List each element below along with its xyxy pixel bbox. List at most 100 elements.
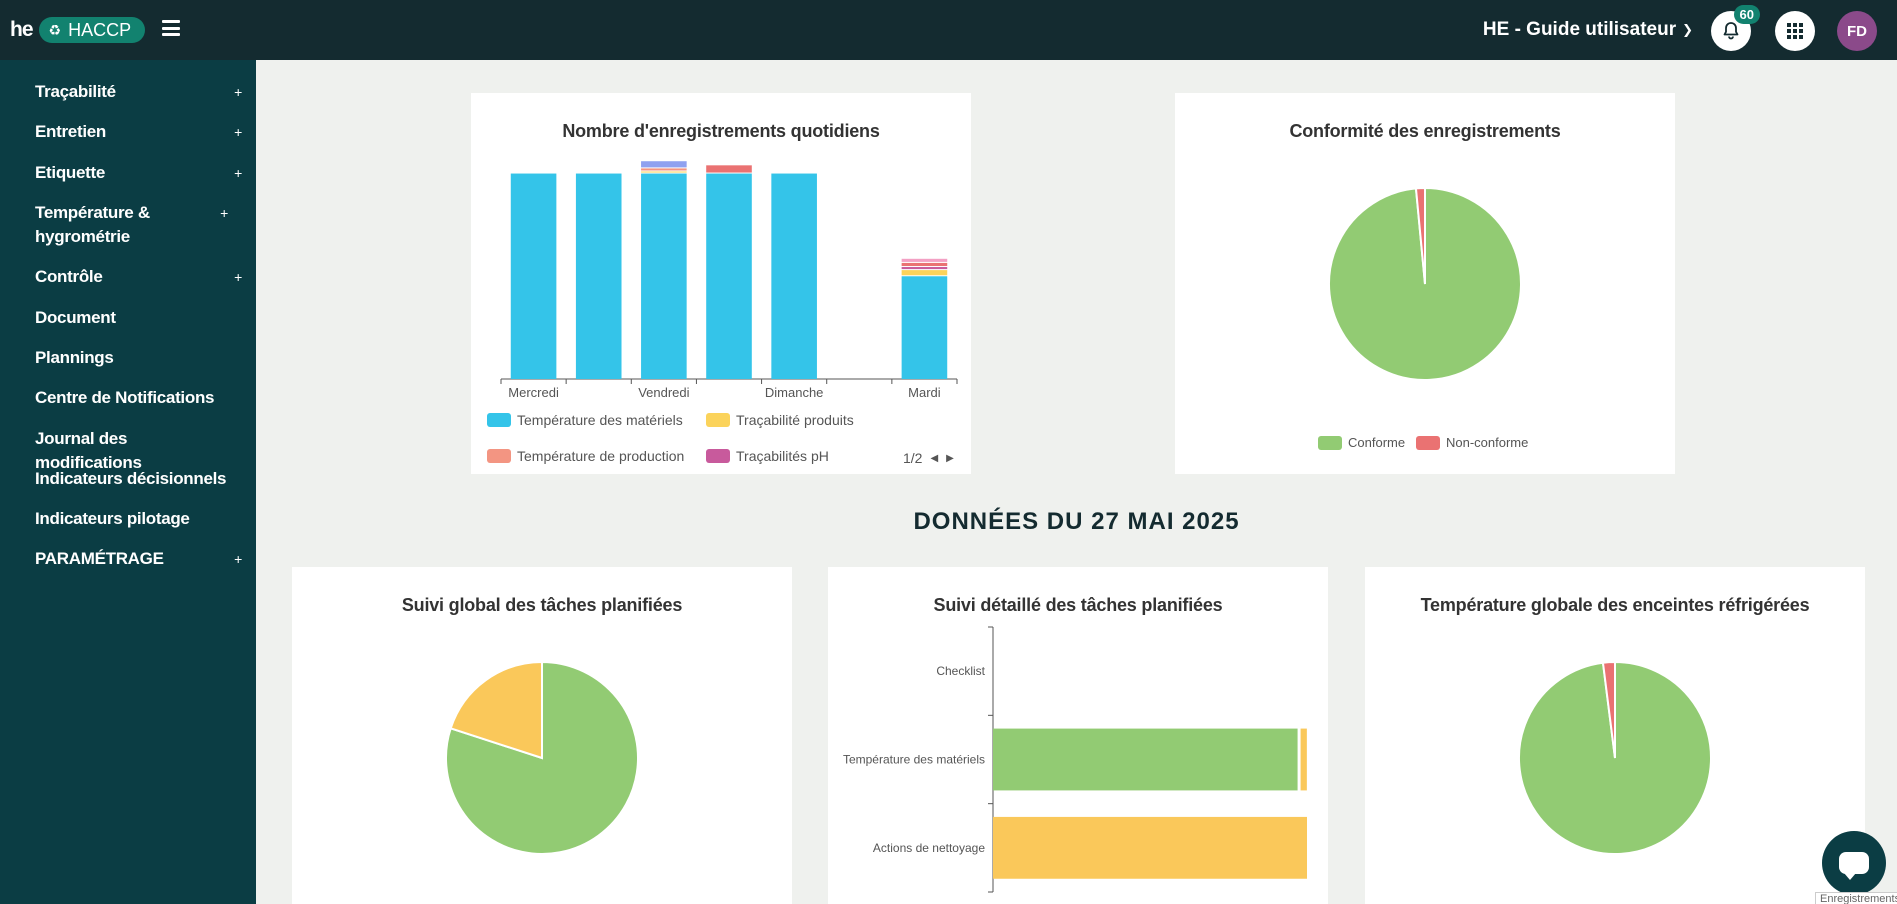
sidebar-item-journal[interactable]: Journal des modifications xyxy=(35,427,235,475)
grid-icon xyxy=(1787,23,1803,39)
bar-segment[interactable] xyxy=(993,816,1307,879)
user-avatar[interactable]: FD xyxy=(1837,11,1877,51)
expand-plus-icon: + xyxy=(234,269,242,285)
legend-item[interactable]: Traçabilités pH xyxy=(706,448,829,464)
menu-toggle-icon[interactable] xyxy=(162,20,180,36)
org-name: HE - Guide utilisateur xyxy=(1482,19,1677,40)
pie-slice[interactable] xyxy=(1414,186,1426,285)
global-tasks-pie xyxy=(445,660,639,855)
bar-segment[interactable] xyxy=(641,168,687,171)
legend-label: Non-conforme xyxy=(1446,435,1529,450)
sidebar-item-label: Contrôle xyxy=(35,267,103,286)
app-logo[interactable]: he ♻ HACCP xyxy=(10,17,146,43)
chat-button[interactable] xyxy=(1822,831,1886,895)
sidebar-item-indicateurs-decisionnels[interactable]: Indicateurs décisionnels xyxy=(35,467,235,491)
bar-segment[interactable] xyxy=(993,728,1298,791)
daily-records-chart: Mercredi Vendredi Dimanche Mardi xyxy=(500,161,958,400)
detailed-tasks-card: Suivi détaillé des tâches planifiées Che… xyxy=(828,567,1328,904)
x-tick-label: Mercredi xyxy=(508,385,559,400)
product-name: HACCP xyxy=(68,19,132,40)
bar-segment[interactable] xyxy=(510,173,557,379)
apps-button[interactable] xyxy=(1775,11,1815,51)
legend-item[interactable]: Température des matériels xyxy=(487,412,683,428)
daily-records-card: Nombre d'enregistrements quotidiens Merc… xyxy=(471,93,971,474)
y-tick-label: Température des matériels xyxy=(843,753,985,767)
section-title: DONNÉES DU 27 MAI 2025 xyxy=(913,508,1240,535)
legend-swatch xyxy=(706,449,730,463)
x-tick-label: Mardi xyxy=(908,385,941,400)
legend-item[interactable]: Conforme xyxy=(1318,435,1405,450)
tooltip: Enregistrements xyxy=(1815,892,1897,904)
sidebar-item-indicateurs-pilotage[interactable]: Indicateurs pilotage xyxy=(35,507,235,531)
sidebar-item-document[interactable]: Document xyxy=(35,306,235,330)
sidebar-item-label: Journal des modifications xyxy=(35,429,142,472)
chevron-down-icon: ❯ xyxy=(1682,22,1693,37)
detailed-tasks-chart: Checklist Température des matériels Action… xyxy=(843,626,1307,893)
pie-slice[interactable] xyxy=(449,660,543,760)
legend-label: Température des matériels xyxy=(517,412,683,428)
notification-count-badge: 60 xyxy=(1733,5,1760,24)
sidebar-item-label: Traçabilité xyxy=(35,82,116,101)
sidebar-item-tracabilite[interactable]: Traçabilité + xyxy=(35,80,242,104)
bar-segment[interactable] xyxy=(771,173,817,379)
expand-plus-icon: + xyxy=(234,84,242,100)
bar-segment[interactable] xyxy=(901,267,948,270)
conformity-card: Conformité des enregistrements Conforme … xyxy=(1175,93,1675,474)
sidebar-item-parametrage[interactable]: PARAMÉTRAGE + xyxy=(35,547,242,571)
sidebar-item-label: Plannings xyxy=(35,348,114,367)
bar-segment[interactable] xyxy=(641,171,687,173)
legend-swatch xyxy=(1416,435,1440,450)
logo-text: he xyxy=(10,18,33,41)
bar-segment[interactable] xyxy=(706,173,752,379)
recycle-leaf-icon: ♻ xyxy=(48,21,62,38)
legend-next-icon[interactable]: ▶ xyxy=(946,452,954,464)
bar-segment[interactable] xyxy=(641,161,687,168)
bar-segment[interactable] xyxy=(901,270,948,276)
chat-bubble-icon xyxy=(1839,852,1869,880)
sidebar-item-controle[interactable]: Contrôle + xyxy=(35,265,242,289)
bar-segment[interactable] xyxy=(641,173,687,379)
sidebar-item-notifications[interactable]: Centre de Notifications xyxy=(35,386,235,410)
bar-segment[interactable] xyxy=(706,165,752,173)
top-bar: he ♻ HACCP HE - Guide utilisateur ❯ 60 F… xyxy=(0,0,1897,60)
legend-pager: 1/2 ◀ ▶ xyxy=(903,450,954,466)
fridge-temperature-pie xyxy=(1518,660,1712,855)
bar-segment[interactable] xyxy=(575,173,622,379)
legend-prev-icon[interactable]: ◀ xyxy=(930,452,939,464)
sidebar-item-plannings[interactable]: Plannings xyxy=(35,346,235,370)
bar-segment[interactable] xyxy=(901,262,948,267)
legend-swatch xyxy=(487,413,511,427)
legend-label: Température de production xyxy=(517,448,685,464)
legend-swatch xyxy=(1318,435,1342,450)
expand-plus-icon: + xyxy=(220,205,228,221)
legend-label: Conforme xyxy=(1348,435,1406,450)
chart-title: Suivi détaillé des tâches planifiées xyxy=(933,595,1223,615)
sidebar-item-label: Etiquette xyxy=(35,163,106,182)
bar-segment[interactable] xyxy=(901,276,948,379)
expand-plus-icon: + xyxy=(234,551,242,567)
legend-label: Traçabilités pH xyxy=(736,448,829,464)
sidebar-item-label: Centre de Notifications xyxy=(35,388,215,407)
sidebar-item-label: PARAMÉTRAGE xyxy=(35,549,164,568)
legend-item[interactable]: Non-conforme xyxy=(1416,435,1528,450)
sidebar-item-label: Document xyxy=(35,308,116,327)
sidebar-item-etiquette[interactable]: Etiquette + xyxy=(35,161,242,185)
expand-plus-icon: + xyxy=(234,165,242,181)
bar-segment[interactable] xyxy=(1300,728,1307,791)
legend-item[interactable]: Traçabilité produits xyxy=(706,412,854,428)
legend-page: 1/2 xyxy=(903,450,923,466)
pie-slice[interactable] xyxy=(1601,660,1616,759)
legend-item[interactable]: Température de production xyxy=(487,448,684,464)
bell-icon xyxy=(1723,22,1739,40)
sidebar-item-label: Entretien xyxy=(35,122,106,141)
sidebar-item-temperature[interactable]: Température & hygrométrie + xyxy=(35,201,228,249)
legend-swatch xyxy=(706,413,730,427)
sidebar-item-entretien[interactable]: Entretien + xyxy=(35,120,242,144)
sidebar-item-label: Indicateurs pilotage xyxy=(35,509,190,528)
org-selector[interactable]: HE - Guide utilisateur ❯ xyxy=(1483,19,1693,41)
chart-title: Conformité des enregistrements xyxy=(1289,121,1561,141)
sidebar: Traçabilité + Entretien + Etiquette + Tempé… xyxy=(0,60,256,904)
product-pill: ♻ HACCP xyxy=(38,17,146,43)
chart-title: Nombre d'enregistrements quotidiens xyxy=(562,121,880,141)
bar-segment[interactable] xyxy=(901,258,948,262)
